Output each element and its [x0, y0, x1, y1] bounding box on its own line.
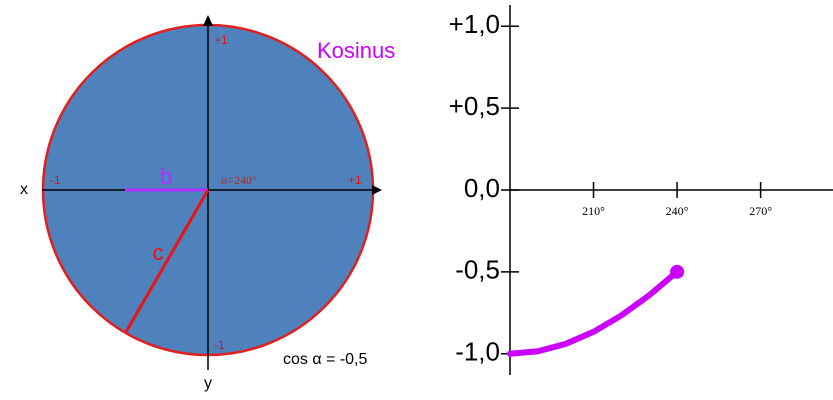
y-arrow	[203, 15, 213, 26]
right-label: +1	[348, 173, 362, 187]
left-label: -1	[50, 173, 61, 187]
formula: cos α = -0,5	[283, 351, 368, 368]
kosinus-title: Kosinus	[317, 38, 395, 63]
c-segment	[124, 189, 210, 333]
x-tick-label: 240°	[666, 204, 689, 218]
x-tick-label: 270°	[749, 204, 772, 218]
bottom-label: -1	[214, 338, 225, 352]
angle-label: α=240°	[221, 173, 257, 187]
top-label: +1	[214, 33, 228, 47]
cosine-curve	[507, 268, 681, 357]
x-label: x	[20, 181, 28, 198]
y-tick-label: -0,5	[455, 255, 500, 285]
y-tick-label: 0,0	[464, 173, 500, 203]
y-tick-label: +0,5	[449, 91, 500, 121]
y-tick-label: -1,0	[455, 337, 500, 367]
end-point	[670, 264, 685, 279]
b-label: b	[160, 164, 172, 189]
y-tick-label: +1,0	[449, 9, 500, 39]
x-tick-label: 210°	[582, 204, 605, 218]
y-label: y	[204, 375, 212, 392]
c-label: c	[153, 240, 164, 265]
x-arrow	[372, 185, 382, 195]
